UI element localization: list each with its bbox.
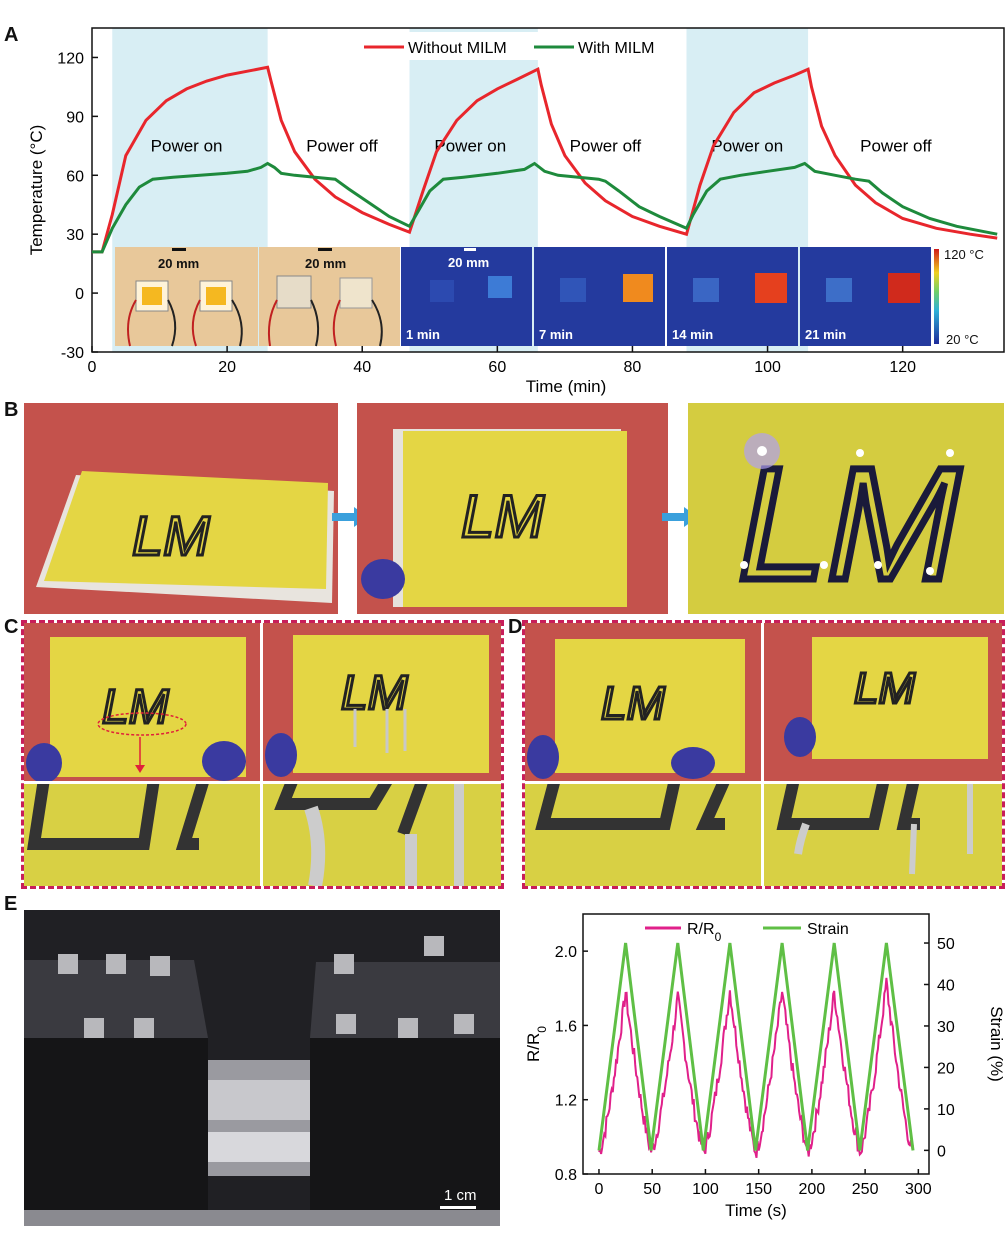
- x-tick-label: 120: [889, 359, 916, 376]
- photo-e: 1 cm: [24, 910, 500, 1226]
- lm-circuit-c2: LM: [341, 667, 408, 720]
- x-tick-label: 200: [799, 1181, 826, 1198]
- chart-e: 0 50 100 150 200 250 300 0.8 1.2 1.6 2.0 0 10 20 30 40 5…: [524, 913, 1005, 1220]
- inset-scale-2: 20 mm: [305, 256, 346, 271]
- lm-circuit-d2: LM: [854, 664, 915, 713]
- photo-b1: LM: [24, 403, 338, 614]
- inset-scale-1: 20 mm: [158, 256, 199, 271]
- scale-bar-e: 1 cm: [444, 1187, 477, 1204]
- x-tick-label: 100: [692, 1181, 719, 1198]
- x-tick-label: 250: [852, 1181, 879, 1198]
- x-tick-label: 80: [624, 359, 642, 376]
- x-axis-title: Time (s): [725, 1201, 787, 1220]
- time-label-3: 14 min: [672, 327, 713, 342]
- panel-d-frame: [522, 620, 1005, 889]
- photo-c2: LM: [263, 623, 501, 781]
- photo-b2: LM: [357, 403, 668, 614]
- y-tick-label: 0: [75, 286, 84, 303]
- y-left-axis-title: R/R0: [524, 1026, 549, 1062]
- series-r-r0: [598, 977, 914, 1159]
- y-right-tick-label: 0: [937, 1143, 946, 1160]
- inset-photos: 20 mm 20 mm 20 mm 1 min 7 min 14 min 21 …: [115, 247, 984, 347]
- y-left-tick-label: 1.2: [555, 1093, 577, 1110]
- panel-label-d: D: [508, 616, 523, 638]
- panel-label-b: B: [4, 399, 19, 421]
- y-tick-label: 30: [66, 227, 84, 244]
- y-right-tick-label: 10: [937, 1102, 955, 1119]
- y-tick-label: 120: [57, 50, 84, 67]
- panel-c-frame: [21, 620, 504, 889]
- photo-d4: [764, 784, 1002, 886]
- x-tick-label: 50: [643, 1181, 661, 1198]
- legend-label: With MILM: [578, 40, 654, 57]
- y-left-axis-subscript: 0: [535, 1026, 549, 1033]
- photo-b3: LM: [688, 403, 1004, 614]
- lm-circuit-b2: LM: [461, 483, 544, 550]
- y-right-tick-label: 30: [937, 1019, 955, 1036]
- y-left-tick-label: 2.0: [555, 944, 577, 961]
- photo-d1: LM: [525, 623, 761, 781]
- photo-d2: LM: [764, 623, 1002, 781]
- chart-a: 20 mm 20 mm 20 mm 1 min 7 min 14 min 21 …: [27, 27, 1005, 396]
- y-right-tick-label: 40: [937, 977, 955, 994]
- lm-circuit-c1: LM: [102, 681, 169, 734]
- panel-label-e: E: [4, 893, 18, 915]
- phase-label: Power on: [151, 137, 223, 156]
- photo-c3: [24, 784, 260, 886]
- x-tick-label: 20: [218, 359, 236, 376]
- plot-frame-a: [91, 27, 1005, 353]
- y-tick-label: 90: [66, 109, 84, 126]
- y-left-tick-label: 0.8: [555, 1167, 577, 1184]
- y-axis-title: Temperature (°C): [27, 125, 46, 256]
- phase-label: Power on: [434, 137, 506, 156]
- x-tick-label: 60: [488, 359, 506, 376]
- series-strain: [597, 942, 915, 1151]
- y-right-tick-label: 20: [937, 1060, 955, 1077]
- panel-label-a: A: [4, 24, 19, 46]
- y-tick-label: 60: [66, 168, 84, 185]
- x-tick-label: 40: [353, 359, 371, 376]
- legend-label: Without MILM: [408, 40, 507, 57]
- x-tick-label: 150: [745, 1181, 772, 1198]
- legend-label: Strain: [807, 921, 849, 938]
- x-tick-label: 0: [88, 359, 97, 376]
- legend-subscript: 0: [715, 930, 722, 944]
- photo-d3: [525, 784, 761, 886]
- phase-label: Power on: [711, 137, 783, 156]
- inset-scale-3: 20 mm: [448, 255, 489, 270]
- colorbar-max-label: 120 °C: [944, 247, 984, 262]
- photo-c1: LM: [24, 623, 260, 781]
- photo-c4: [263, 784, 501, 886]
- colorbar-min-label: 20 °C: [946, 332, 979, 347]
- time-label-2: 7 min: [539, 327, 573, 342]
- time-label-1: 1 min: [406, 327, 440, 342]
- plot-frame-e: [582, 913, 930, 1175]
- series-line: [92, 65, 998, 254]
- lm-circuit-b1: LM: [132, 504, 210, 567]
- legend-label: R/R0: [687, 921, 722, 944]
- panel-label-c: C: [4, 616, 19, 638]
- phase-label: Power off: [860, 137, 932, 156]
- x-tick-label: 0: [595, 1181, 604, 1198]
- series-line: [92, 161, 998, 254]
- legend-a: [360, 32, 678, 60]
- y-left-tick-label: 1.6: [555, 1018, 577, 1035]
- phase-label: Power off: [570, 137, 642, 156]
- colorbar: [934, 249, 939, 344]
- y-right-tick-label: 50: [937, 936, 955, 953]
- y-right-axis-title: Strain (%): [987, 1006, 1005, 1082]
- time-label-4: 21 min: [805, 327, 846, 342]
- lm-circuit-d1: LM: [601, 677, 666, 729]
- x-axis-title: Time (min): [526, 377, 607, 396]
- phase-label: Power off: [306, 137, 378, 156]
- y-tick-label: -30: [61, 345, 84, 362]
- x-tick-label: 100: [754, 359, 781, 376]
- x-tick-label: 300: [905, 1181, 932, 1198]
